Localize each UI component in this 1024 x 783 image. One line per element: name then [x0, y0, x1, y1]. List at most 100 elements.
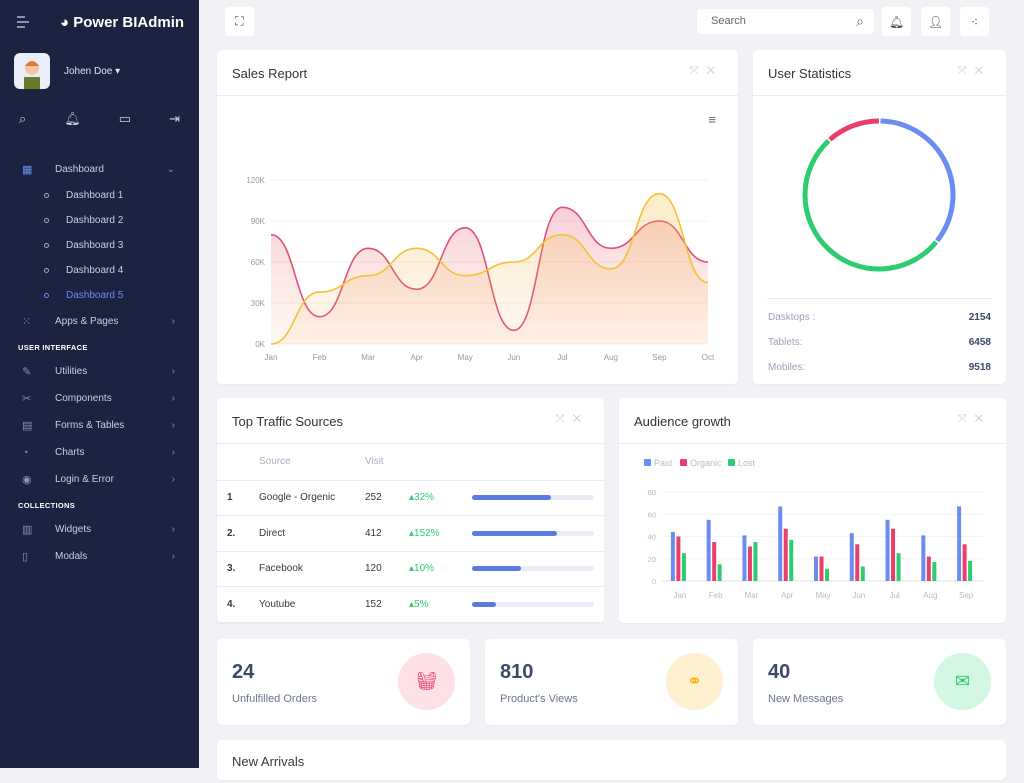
- chevron-down-icon: ⌄: [166, 164, 175, 175]
- brand-name: Power BIAdmin: [73, 14, 185, 31]
- bar-paid: [885, 519, 890, 581]
- card-title: Sales Report: [232, 66, 308, 81]
- visit: 252: [365, 480, 409, 516]
- table-row: 1 Google - Orgenic 252 ▴32%: [217, 480, 604, 516]
- stat-label: New Messages: [768, 693, 844, 705]
- expand-icon[interactable]: ⤧: [689, 65, 707, 77]
- card-title: User Statistics: [768, 66, 852, 81]
- table-row: 4. Youtube 152 ▴5%: [217, 586, 604, 623]
- chart-menu-icon[interactable]: ≡: [708, 112, 716, 127]
- rank: 1: [217, 480, 259, 516]
- chevron-right-icon: ›: [171, 524, 175, 535]
- source: Facebook: [259, 551, 365, 587]
- label: Forms & Tables: [55, 420, 125, 431]
- user-statistics-card: User Statistics ⤧✕ Dasktops : 2154 Tablets…: [753, 50, 1006, 384]
- donut-slice-tablets: [880, 118, 956, 243]
- label: Mobiles:: [768, 362, 806, 373]
- sidebar-item-login[interactable]: ◉ Login & Error ›: [0, 466, 199, 493]
- bar-lost: [896, 553, 901, 581]
- bar-organic: [676, 536, 681, 581]
- bar-paid: [814, 556, 818, 581]
- sidebar-sub-dashboard-2[interactable]: Dashboard 2: [0, 208, 199, 233]
- brand-logo[interactable]: ◕ Power BIAdmin: [60, 14, 185, 31]
- bar-lost: [789, 539, 794, 581]
- label: Dashboard 3: [66, 240, 124, 251]
- bar-organic: [712, 542, 717, 581]
- stat-card-messages: 40 New Messages ✉: [753, 639, 1006, 725]
- close-icon[interactable]: ✕: [974, 413, 991, 425]
- bar-organic: [891, 528, 896, 581]
- sidebar-sub-dashboard-3[interactable]: Dashboard 3: [0, 233, 199, 258]
- sidebar-item-dashboard[interactable]: ▦ Dashboard ⌄: [0, 156, 199, 183]
- sidebar-sub-dashboard-5[interactable]: Dashboard 5: [0, 283, 199, 308]
- donut-slice-dasktops: [828, 118, 880, 142]
- settings-button[interactable]: ⁖: [960, 7, 989, 36]
- bar-paid: [742, 535, 747, 581]
- chat-icon[interactable]: ▭: [118, 111, 132, 126]
- sidebar-item-components[interactable]: ✂ Components ›: [0, 385, 199, 412]
- notifications-button[interactable]: 🔔︎: [882, 7, 911, 36]
- bar-lost: [681, 553, 686, 581]
- expand-icon[interactable]: ⤧: [957, 413, 975, 425]
- close-icon[interactable]: ✕: [706, 65, 723, 77]
- menu-toggle-icon[interactable]: [17, 16, 29, 31]
- user-name: Johen Doe: [64, 66, 113, 77]
- x-tick-label: Sep: [652, 353, 667, 362]
- progress-bar: [472, 530, 594, 536]
- sidebar-item-widgets[interactable]: ▥ Widgets ›: [0, 516, 199, 543]
- value: 9518: [968, 362, 991, 373]
- legend-swatch: [644, 459, 651, 466]
- label: Utilities: [55, 366, 88, 377]
- close-icon[interactable]: ✕: [974, 65, 991, 77]
- user-menu[interactable]: Johen Doe ▾: [64, 66, 121, 77]
- close-icon[interactable]: ✕: [572, 413, 589, 425]
- sidebar-item-apps[interactable]: ⁙ Apps & Pages ›: [0, 308, 199, 335]
- percent: 5%: [414, 598, 429, 610]
- chevron-right-icon: ›: [171, 551, 175, 562]
- percent: 152%: [414, 527, 440, 539]
- stat-label: Unfulfilled Orders: [232, 693, 317, 705]
- bar-lost: [860, 566, 865, 581]
- bar-organic: [783, 528, 788, 581]
- binoculars-icon: ⚭: [666, 653, 723, 710]
- avatar[interactable]: [14, 53, 50, 89]
- sidebar-sub-dashboard-4[interactable]: Dashboard 4: [0, 258, 199, 283]
- sidebar-item-charts[interactable]: ◔ Charts ›: [0, 439, 199, 466]
- stat-card-orders: 24 Unfulfilled Orders 🧺︎: [217, 639, 470, 725]
- arrow-up-icon: ▴: [409, 563, 415, 575]
- sidebar-item-utilities[interactable]: ✎ Utilities ›: [0, 358, 199, 385]
- chevron-right-icon: ›: [171, 420, 175, 431]
- search-icon[interactable]: ⌕: [19, 111, 27, 126]
- logout-icon[interactable]: ⇥: [169, 111, 180, 126]
- apps-icon: ⁙: [22, 316, 32, 328]
- label: Login & Error: [55, 474, 114, 485]
- x-tick-label: Jan: [265, 353, 278, 362]
- stat-value: 810: [500, 661, 534, 683]
- bell-icon[interactable]: 🔔︎: [64, 111, 81, 126]
- search-input[interactable]: Search ⌕: [697, 9, 874, 34]
- sidebar-item-modals[interactable]: ▯ Modals ›: [0, 543, 199, 570]
- source: Google - Orgenic: [259, 480, 365, 516]
- y-tick-label: 90K: [251, 217, 266, 226]
- visit: 120: [365, 551, 409, 587]
- percent: 10%: [414, 563, 435, 575]
- sidebar: ◕ Power BIAdmin Johen Doe ▾ ⌕ 🔔︎ ▭ ⇥ ▦ Dashb…: [0, 0, 199, 768]
- visit: 412: [365, 515, 409, 552]
- stat-row-desktops: Dasktops : 2154: [753, 305, 1006, 330]
- profile-button[interactable]: 👤︎: [921, 7, 950, 36]
- fullscreen-button[interactable]: ⛶: [225, 7, 254, 36]
- y-tick-label: 30K: [251, 299, 266, 308]
- sidebar-item-forms[interactable]: ▤ Forms & Tables ›: [0, 412, 199, 439]
- sidebar-sub-dashboard-1[interactable]: Dashboard 1: [0, 183, 199, 208]
- header-visit: Visit: [365, 444, 409, 481]
- legend-label: Lost: [738, 458, 756, 468]
- y-tick-label: 40: [648, 533, 656, 542]
- expand-icon: ⛶: [235, 14, 244, 28]
- legend-swatch: [728, 459, 735, 466]
- section-heading: COLLECTIONS: [18, 501, 76, 510]
- chevron-right-icon: ›: [171, 316, 175, 327]
- chevron-right-icon: ›: [171, 393, 175, 404]
- sales-report-card: Sales Report ⤧✕ ≡ 0K 30K 60K 90K 120K Jan Feb Ma…: [217, 50, 738, 384]
- expand-icon[interactable]: ⤧: [555, 413, 573, 425]
- expand-icon[interactable]: ⤧: [957, 65, 975, 77]
